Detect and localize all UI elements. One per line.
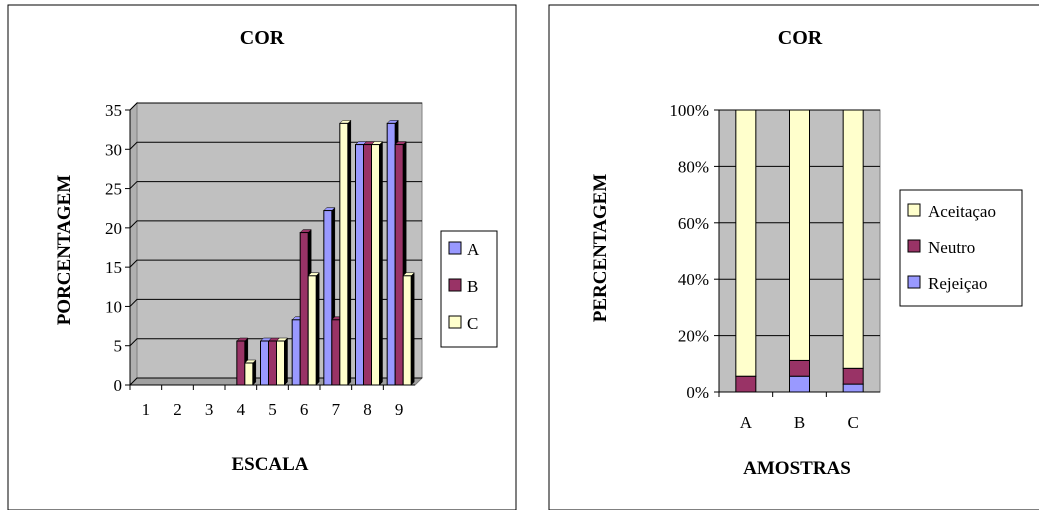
x-tick-label: 2 <box>173 400 182 419</box>
x-tick-label: 6 <box>300 400 309 419</box>
y-tick-label: 15 <box>105 258 122 277</box>
legend: Aceitaçao Neutro Rejeiçao <box>899 189 1023 307</box>
bar-B-4 <box>236 340 246 386</box>
bar-segment-B <box>789 375 810 393</box>
x-axis-label: AMOSTRAS <box>743 458 851 479</box>
bar-A-6 <box>291 319 301 386</box>
bar-C-8 <box>371 144 380 386</box>
y-tick-label: 30 <box>105 140 122 159</box>
bar-B-7 <box>331 319 341 386</box>
bar-A-5 <box>260 340 269 386</box>
bar-B-8 <box>363 144 372 386</box>
legend-swatch <box>907 239 921 253</box>
legend-label: Neutro <box>928 238 975 257</box>
y-tick-label: 100% <box>669 101 709 120</box>
plot-area: 0% 20% 40% 60% 80% 100% A B C <box>669 101 881 432</box>
bar-C-6 <box>307 275 317 386</box>
x-tick-label: A <box>740 413 753 432</box>
y-tick-label: 25 <box>105 180 122 199</box>
bar-B-5 <box>268 340 277 386</box>
bar-C-5 <box>276 340 285 386</box>
legend-label-A: A <box>467 240 480 259</box>
legend-label: Rejeiçao <box>928 274 987 293</box>
bar-segment-C <box>842 383 864 393</box>
x-tick-label: 1 <box>142 400 151 419</box>
x-axis-label: ESCALA <box>231 454 308 475</box>
stacked-chart-amostras: COR 0% 20% 40% 60% 80% 100% A B C AMOSTRAS PERCE… <box>548 4 1039 510</box>
x-tick-label: 4 <box>237 400 246 419</box>
bar-segment-C <box>842 109 864 369</box>
bar-A-7 <box>323 210 333 386</box>
x-tick-label: 9 <box>395 400 404 419</box>
legend-label-B: B <box>467 277 478 296</box>
y-tick-label: 60% <box>678 214 709 233</box>
legend-label: Aceitaçao <box>928 202 996 221</box>
x-tick-label: 5 <box>268 400 277 419</box>
bar-segment-A <box>735 109 757 377</box>
gridline <box>129 181 422 189</box>
bar-C-4 <box>244 362 254 386</box>
chart-panel-left: COR 0 5 10 15 20 25 30 35 1 2 3 4 5 6 7 8 9 ESCALA PORCE… <box>7 4 517 510</box>
gridline <box>129 141 422 150</box>
bar-B-6 <box>299 232 309 386</box>
y-tick-label: 35 <box>105 101 122 120</box>
legend-label-C: C <box>467 314 478 333</box>
chart-title: COR <box>240 27 285 49</box>
bar-chart-escala: COR 0 5 10 15 20 25 30 35 1 2 3 4 5 6 7 8 9 ESCALA PORCE… <box>7 4 517 510</box>
legend-swatch <box>907 275 921 289</box>
chart-panel-right: COR 0% 20% 40% 60% 80% 100% A B C AMOSTRAS PERCE… <box>540 0 1039 510</box>
bar-segment-A <box>735 375 757 393</box>
y-tick-label: 80% <box>678 157 709 176</box>
y-tick-label: 0 <box>114 376 123 395</box>
x-tick-label: B <box>794 413 805 432</box>
bar-segment-C <box>842 367 864 385</box>
plot-area: 0 5 10 15 20 25 30 35 1 2 3 4 5 6 7 8 9 <box>105 101 424 419</box>
y-tick-label: 20% <box>678 327 709 346</box>
legend-swatch-B <box>448 278 462 292</box>
chart-title: COR <box>778 27 823 49</box>
y-tick-label: 40% <box>678 270 709 289</box>
legend-swatch-A <box>448 241 462 255</box>
bar-C-7 <box>339 122 349 386</box>
y-axis-label: PERCENTAGEM <box>590 174 611 323</box>
legend-swatch <box>907 203 921 217</box>
y-tick-label: 10 <box>105 297 122 316</box>
y-tick-label: 0% <box>686 383 709 402</box>
x-tick-label: 3 <box>205 400 214 419</box>
legend: ABC <box>440 230 498 348</box>
bar-segment-B <box>789 109 810 361</box>
y-tick-label: 20 <box>105 219 122 238</box>
bar-B-9 <box>394 144 404 386</box>
legend-swatch-C <box>448 315 462 329</box>
y-axis-label: PORCENTAGEM <box>54 175 75 326</box>
y-tick-label: 5 <box>114 337 123 356</box>
x-tick-label: 8 <box>363 400 372 419</box>
bar-C-9 <box>402 275 412 386</box>
bar-segment-B <box>789 359 810 377</box>
bar-A-9 <box>386 122 396 386</box>
x-tick-label: 7 <box>332 400 341 419</box>
x-tick-label: C <box>847 413 858 432</box>
bar-A-8 <box>355 144 364 386</box>
gridline <box>129 102 422 111</box>
